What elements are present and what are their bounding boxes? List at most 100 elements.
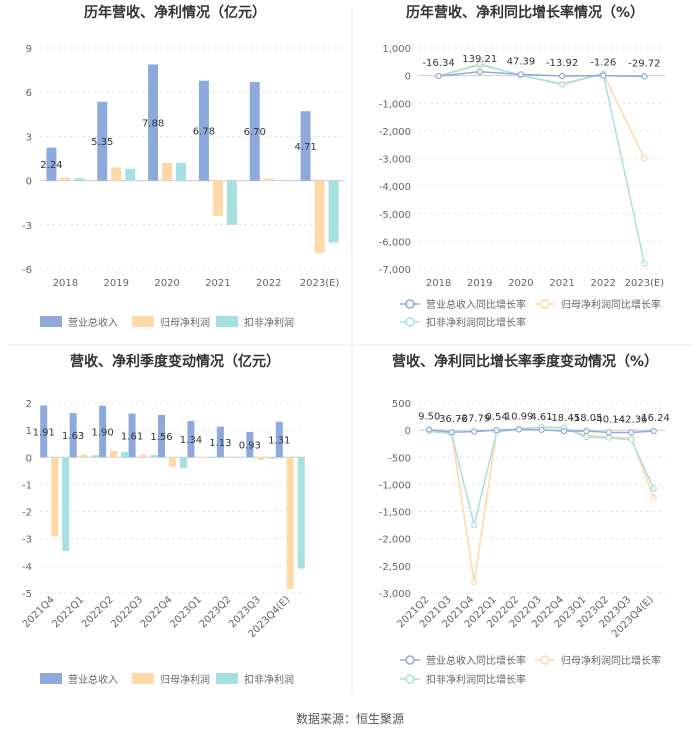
series-point-1 [538, 426, 545, 433]
bar-3-2023Q3 [268, 457, 276, 459]
bar-3-2022Q4 [180, 457, 187, 469]
series-point-3 [641, 260, 648, 267]
line-data-label: -18.45 [548, 413, 580, 424]
series-point-1 [583, 428, 590, 435]
bar-data-label: 6.78 [193, 127, 215, 138]
legend-label: 归母净利润 [160, 316, 210, 329]
bar-3-2023(E) [328, 180, 339, 243]
y-tick-label: -2 [22, 508, 32, 519]
bar-3-2022Q3 [150, 455, 158, 458]
series-point-1 [435, 72, 442, 80]
series-line-3 [438, 63, 646, 264]
series-point-1 [628, 429, 635, 436]
bar-3-2023Q1 [209, 457, 217, 459]
legend-marker [405, 299, 415, 309]
bar-2-2023Q1 [198, 456, 206, 458]
bar-3-2023Q2 [238, 457, 246, 459]
legend-label: 归母净利润 [160, 673, 210, 686]
y-tick-label: -3,000 [379, 589, 411, 600]
y-tick-label: 500 [392, 399, 411, 410]
legend-label: 扣非净利润同比增长率 [426, 316, 526, 329]
bar-data-label: 5.35 [91, 137, 113, 148]
bar-1-2022Q4 [158, 414, 165, 458]
series-point-3 [471, 522, 478, 529]
line-data-label: -18.05 [570, 413, 602, 424]
series-line-1 [438, 71, 645, 78]
series-point-1 [560, 428, 568, 435]
y-tick-label: 9 [26, 44, 32, 55]
y-tick-label: -1,000 [379, 480, 411, 491]
chart-title: 历年营收、净利同比增长率情况（%） [406, 4, 644, 21]
y-tick-label: 0 [26, 177, 32, 188]
legend-label: 营业总收入 [68, 316, 118, 329]
line-data-label: -13.92 [546, 58, 578, 69]
y-tick-label: -6 [22, 265, 32, 276]
legend-marker [540, 655, 550, 665]
legend-marker [405, 317, 415, 327]
line-data-label: -29.72 [628, 58, 660, 69]
legend-marker [405, 655, 415, 665]
series-line-2 [429, 426, 655, 583]
bar-3-2019 [125, 168, 136, 181]
legend-label: 扣非净利润 [244, 316, 294, 329]
y-tick-label: -7,000 [379, 265, 411, 276]
bar-3-2023Q4(E) [297, 457, 305, 569]
y-tick-label: 2 [26, 399, 32, 410]
legend-label: 归母净利润同比增长率 [561, 654, 661, 667]
bar-2-2023Q2 [227, 456, 235, 458]
y-tick-label: -4,000 [379, 182, 411, 193]
y-tick-label: -4 [22, 562, 32, 573]
y-tick-label: -3,000 [379, 155, 411, 166]
bar-2-2022Q4 [169, 457, 176, 467]
legend-label: 归母净利润同比增长率 [561, 298, 661, 311]
y-tick-label: -6,000 [379, 237, 411, 248]
y-tick-label: -2,000 [379, 127, 411, 138]
x-tick-label: 2021 [205, 278, 230, 289]
line-data-label: -27.79 [458, 414, 490, 425]
bar-data-label: 1.63 [62, 431, 84, 442]
bar-1-2022Q1 [69, 413, 77, 458]
series-point-1 [493, 427, 500, 434]
bar-data-label: 7.88 [142, 119, 164, 130]
bar-data-label: 0.93 [239, 441, 261, 452]
bar-1-2018 [46, 147, 57, 181]
bar-2-2018 [60, 177, 71, 181]
legend-marker [405, 674, 415, 684]
series-point-3 [583, 434, 590, 441]
series-point-2 [650, 494, 657, 502]
bar-data-label: 1.31 [268, 436, 290, 447]
bar-data-label: 1.56 [150, 432, 172, 443]
y-tick-label: -1,500 [379, 508, 411, 519]
chart-title: 历年营收、净利情况（亿元） [84, 4, 266, 21]
y-tick-label: -500 [388, 453, 411, 464]
x-tick-label: 2018 [426, 278, 451, 289]
line-data-label: 139.21 [462, 54, 497, 65]
x-tick-label: 2020 [508, 278, 533, 289]
bar-2-2022 [263, 178, 274, 181]
y-tick-label: -5,000 [379, 210, 411, 221]
series-point-1 [471, 428, 478, 435]
line-data-label: -16.34 [422, 58, 454, 69]
chart-3: 营收、净利季度变动情况（亿元）-5-4-3-2-10122021Q42022Q1… [21, 353, 305, 686]
x-tick-label: 2018 [53, 278, 78, 289]
bar-1-2023Q1 [187, 420, 195, 458]
chart-4: 营收、净利同比增长率季度变动情况（%） -3,000 -2,500 -2,000 -1,… [379, 353, 670, 686]
y-tick-label: 0 [405, 426, 411, 437]
series-point-3 [558, 81, 566, 88]
legend-marker [540, 299, 550, 309]
x-tick-label: 2020 [154, 278, 179, 289]
series-point-1 [650, 427, 657, 435]
legend-label: 营业总收入同比增长率 [426, 298, 526, 311]
y-tick-label: 1,000 [382, 44, 411, 55]
series-point-3 [476, 60, 483, 68]
bar-2-2023Q3 [257, 457, 265, 460]
series-point-1 [515, 426, 523, 433]
y-tick-label: -1,000 [379, 99, 411, 110]
bar-3-2021Q4 [62, 457, 70, 551]
bar-data-label: 1.13 [209, 438, 231, 449]
bar-3-2020 [176, 162, 187, 181]
bar-1-2023(E) [300, 111, 311, 181]
legend-swatch [40, 673, 62, 684]
